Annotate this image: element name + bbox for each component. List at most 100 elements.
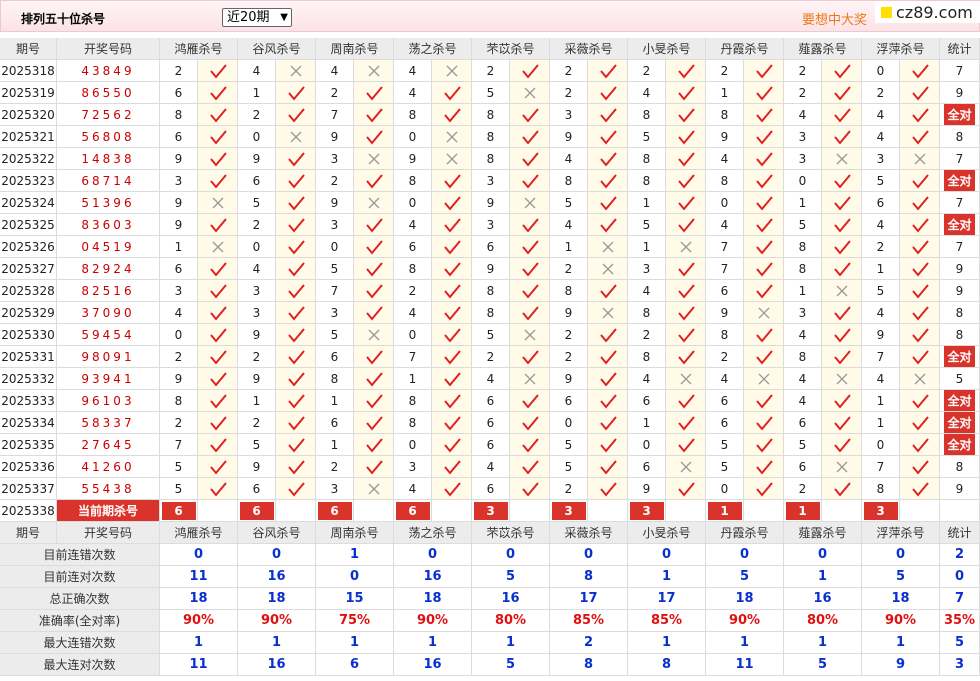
hit-mark [521,173,539,189]
stat-value: 1 [238,632,316,654]
miss-mark [524,87,535,98]
hit-cell [198,346,238,368]
hit-mark [911,415,929,431]
current-kill-cell: 6 [394,500,432,522]
hit-cell [822,170,862,192]
kill-number: 4 [394,82,432,104]
hit-cell [276,324,316,346]
kill-number: 0 [862,60,900,82]
kill-number: 1 [160,236,198,258]
kill-number: 8 [160,104,198,126]
kill-number: 9 [550,126,588,148]
hit-cell [510,170,550,192]
stat-value: 16 [238,654,316,676]
hit-cell [276,368,316,390]
hit-mark [755,283,773,299]
kill-number: 3 [316,148,354,170]
kill-number: 8 [472,148,510,170]
kill-number: 6 [784,456,822,478]
hit-cell [822,214,862,236]
hit-cell [900,302,940,324]
stat-value: 11 [706,654,784,676]
hit-mark [911,349,929,365]
hit-mark [833,327,851,343]
hit-cell [588,434,628,456]
hit-mark [287,349,305,365]
hit-mark [209,107,227,123]
stat-value: 0 [940,566,980,588]
hit-mark [911,437,929,453]
kill-number: 0 [628,434,666,456]
kill-number: 4 [862,126,900,148]
kill-number: 2 [784,82,822,104]
hit-cell [432,82,472,104]
stat-value: 1 [160,632,238,654]
hit-cell [822,126,862,148]
kill-number: 6 [472,412,510,434]
column-header: 采薇杀号 [550,38,628,60]
hit-cell [666,82,706,104]
hit-cell [432,214,472,236]
hit-mark [521,305,539,321]
period-select[interactable]: 近20期 ▼ [222,8,292,27]
draw-number: 59454 [57,324,160,346]
kill-number: 8 [706,324,744,346]
hit-mark [599,173,617,189]
kill-number: 4 [706,368,744,390]
hit-cell [900,82,940,104]
stat-value: 17 [628,588,706,610]
kill-number: 3 [238,302,276,324]
stat: 8 [955,129,964,144]
draw-number: 58337 [57,412,160,434]
hit-cell [588,126,628,148]
hit-mark [287,437,305,453]
hit-mark [911,85,929,101]
kill-number: 5 [238,434,276,456]
hit-mark [599,129,617,145]
hit-mark [599,151,617,167]
kill-number: 9 [160,368,198,390]
hit-cell [198,280,238,302]
stat-value: 1 [472,632,550,654]
empty-cell [198,500,238,522]
kill-number: 1 [316,390,354,412]
hit-mark [833,195,851,211]
kill-number: 6 [472,434,510,456]
kill-number: 8 [394,412,432,434]
stat-cell: 全对 [940,104,980,126]
miss-mark [836,285,847,296]
kill-number: 1 [862,258,900,280]
kill-number: 6 [238,170,276,192]
kill-number: 4 [784,390,822,412]
hit-cell [198,170,238,192]
period: 2025338 [0,500,57,522]
hit-mark [443,283,461,299]
hit-cell [588,324,628,346]
kill-number: 5 [706,456,744,478]
hit-mark [755,195,773,211]
hit-mark [443,327,461,343]
hit-mark [365,349,383,365]
hit-cell [198,82,238,104]
column-header: 统计 [940,522,980,544]
kill-number: 3 [316,214,354,236]
hit-cell [900,434,940,456]
hit-cell [822,280,862,302]
kill-number: 9 [316,192,354,214]
kill-number: 4 [628,368,666,390]
hit-cell [588,280,628,302]
hit-mark [677,283,695,299]
miss-mark [836,153,847,164]
empty-cell [588,500,628,522]
hit-cell [900,170,940,192]
hit-cell [666,302,706,324]
hit-mark [365,85,383,101]
kill-number: 2 [238,104,276,126]
page-title: 排列五十位杀号 [21,12,106,26]
kill-number: 6 [472,478,510,500]
stat-label: 最大连对次数 [0,654,160,676]
stat: 9 [955,85,964,100]
kill-number: 3 [316,302,354,324]
logo[interactable]: cz89.com [875,1,980,23]
miss-mark [212,197,223,208]
